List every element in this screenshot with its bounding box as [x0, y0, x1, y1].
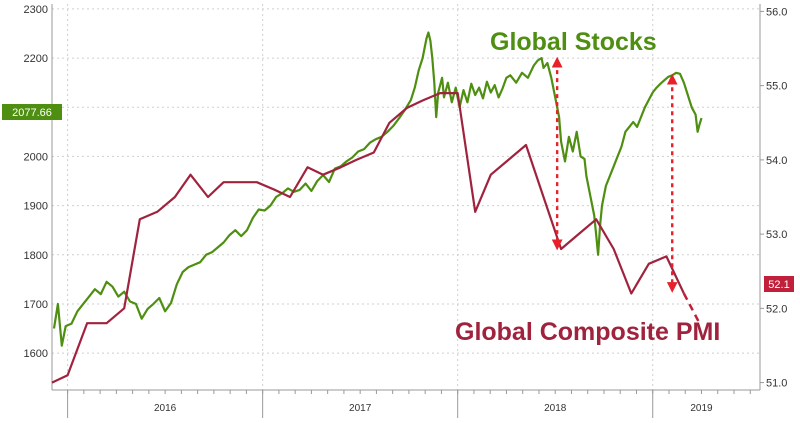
x-tick-label: 2019 [690, 403, 713, 414]
series-layer [51, 31, 703, 384]
comparison-arrows [551, 56, 678, 293]
stocks-line [52, 31, 703, 347]
y-tick-label-left: 2200 [24, 53, 48, 65]
y-tick-label-left: 2300 [24, 4, 48, 16]
x-axis: 2016 2017 2018 2019 [154, 403, 713, 414]
y-tick-label-left: 1700 [24, 299, 48, 311]
y-tick-label-right: 51.0 [766, 378, 787, 390]
x-tick-label: 2016 [154, 403, 177, 414]
x-tick-label: 2017 [349, 403, 372, 414]
y-tick-label-left: 1900 [24, 201, 48, 213]
pmi-value-text: 52.1 [768, 279, 789, 291]
x-tick-label: 2018 [544, 403, 567, 414]
y-tick-label-right: 55.0 [766, 81, 787, 93]
y-tick-label-left: 1800 [24, 250, 48, 262]
y-tick-label-right: 53.0 [766, 229, 787, 241]
y-tick-label-right: 54.0 [766, 155, 787, 167]
y-tick-label-right: 56.0 [766, 6, 787, 18]
pmi-dashed-projection [682, 292, 701, 324]
pmi-value-badge: 52.1 [764, 276, 794, 292]
pmi-line [51, 91, 685, 384]
stocks-value-text: 2077.66 [12, 107, 52, 119]
y-tick-label-right: 52.0 [766, 303, 787, 315]
stocks-value-badge: 2077.66 [2, 104, 62, 120]
right-axis: 51.0 52.0 53.0 54.0 55.0 56.0 [760, 6, 787, 390]
y-tick-label-left: 2000 [24, 151, 48, 163]
left-axis: 16001700180019002000210022002300 [24, 4, 48, 360]
stocks-series-label: Global Stocks [490, 28, 657, 56]
pmi-series-label: Global Composite PMI [455, 318, 720, 346]
y-tick-label-left: 1600 [24, 348, 48, 360]
grid [52, 4, 760, 390]
